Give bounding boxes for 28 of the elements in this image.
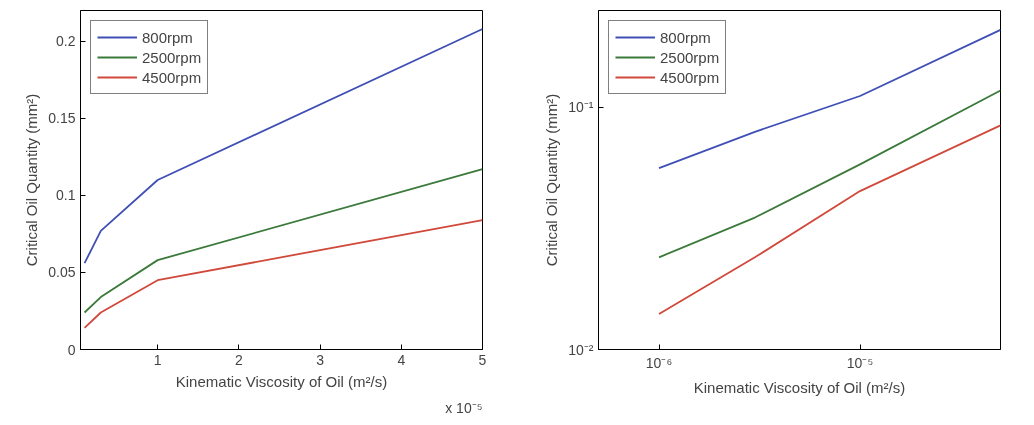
legend-label: 800rpm — [660, 28, 711, 46]
y-tick-label: 0.2 — [56, 33, 76, 50]
legend-label: 2500rpm — [660, 48, 720, 66]
x-tick-label: 1 — [153, 351, 162, 368]
legend-label: 4500rpm — [660, 68, 720, 86]
legend-label: 2500rpm — [142, 48, 202, 66]
x-tick-label: 2 — [234, 351, 243, 368]
legend-label: 4500rpm — [142, 68, 202, 86]
x-tick-label: 3 — [316, 351, 325, 368]
y-axis-title: Critical Oil Quantity (mm²) — [23, 93, 41, 267]
y-tick-label: 0.15 — [48, 110, 76, 127]
y-tick-label: 10⁻² — [568, 341, 594, 358]
line-series — [83, 28, 483, 265]
y-tick-label: 0 — [67, 341, 76, 358]
y-tick-label: 10⁻¹ — [568, 99, 594, 115]
x-tick-label: 5 — [478, 351, 487, 368]
x-axis-title: Kinematic Viscosity of Oil (m²/s) — [693, 378, 906, 396]
y-tick-label: 0.1 — [56, 187, 76, 204]
x-axis-title: Kinematic Viscosity of Oil (m²/s) — [175, 372, 388, 390]
x-tick-label: 4 — [397, 351, 406, 368]
x-tick-label: 10⁻⁶ — [645, 354, 673, 371]
line-series — [83, 219, 483, 329]
x-tick-label: 10⁻⁵ — [846, 354, 874, 371]
y-axis-title: Critical Oil Quantity (mm²) — [543, 93, 561, 267]
text: x 10⁻⁵ — [445, 399, 483, 416]
line-series — [83, 168, 483, 314]
y-tick-label: 0.05 — [48, 264, 76, 281]
legend-label: 800rpm — [142, 28, 193, 46]
